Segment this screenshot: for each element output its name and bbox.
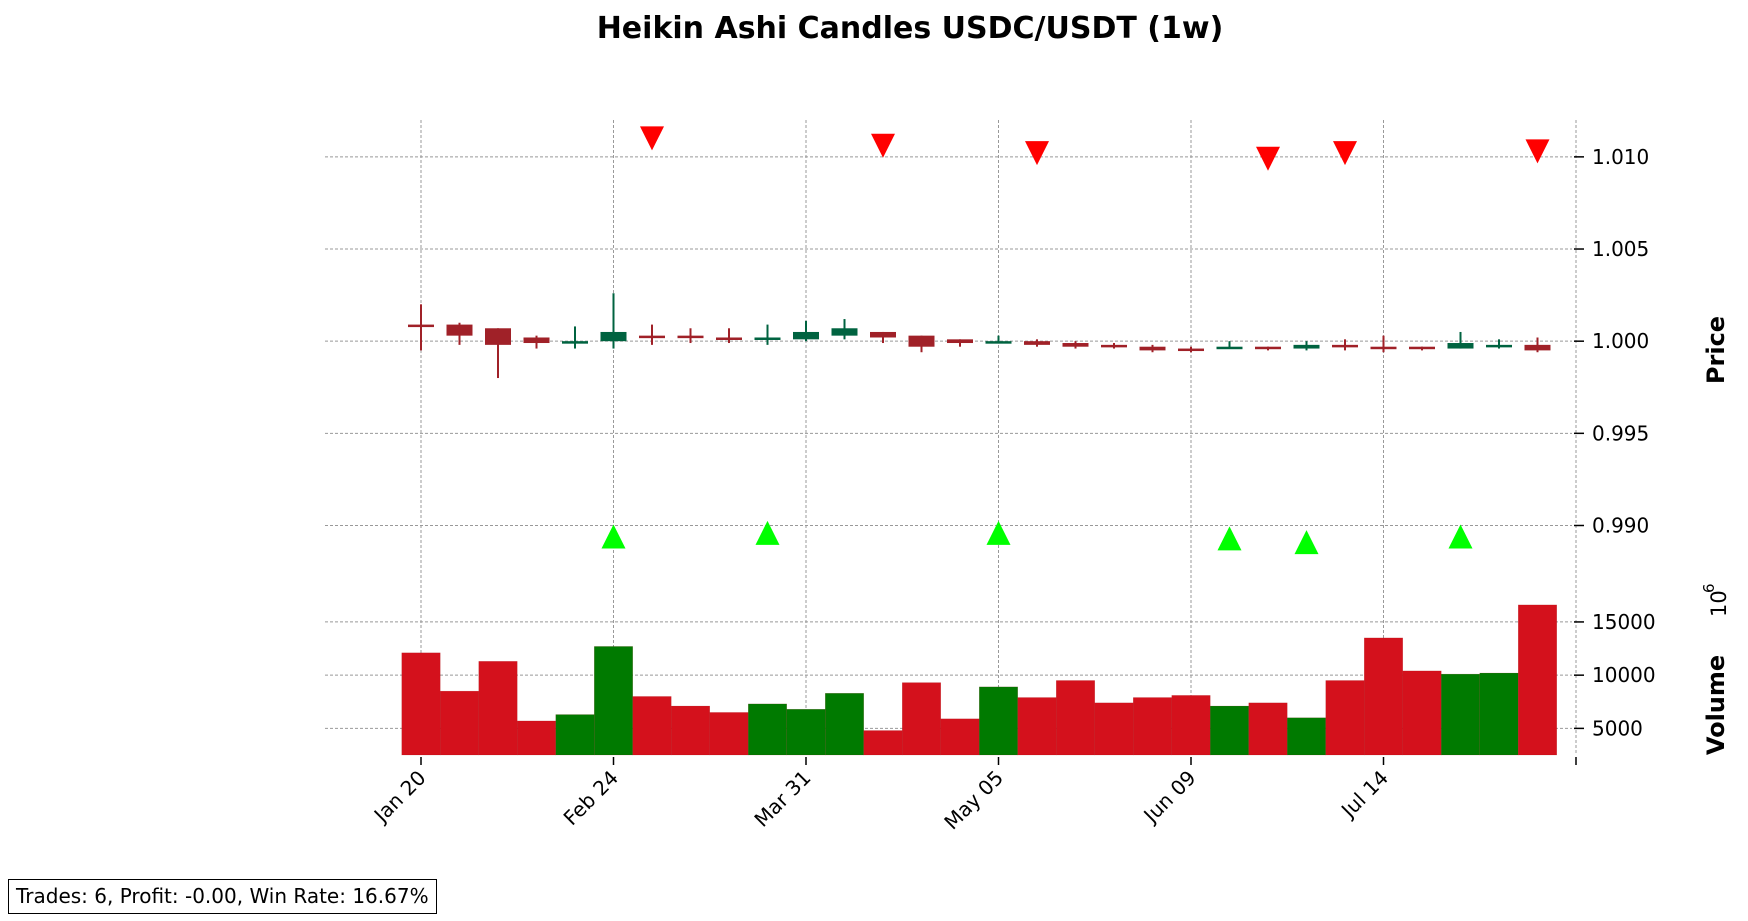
volume-bar-up: [594, 646, 633, 756]
volume-bar-up: [1479, 672, 1519, 756]
time-tick-label: May 05: [939, 766, 1008, 835]
buy-signal-marker: [601, 524, 626, 549]
chart-title: Heikin Ashi Candles USDC/USDT (1w): [597, 11, 1224, 46]
candle-body-down: [1332, 344, 1358, 348]
candle-body-up: [1293, 344, 1320, 349]
sell-signal-marker: [640, 126, 664, 151]
volume-tick-label: 5000: [1592, 716, 1643, 740]
candle-body-down: [1062, 343, 1089, 347]
sell-signal-marker: [1025, 141, 1049, 166]
price-tick-label: 1.010: [1592, 145, 1649, 169]
candle-body-up: [1216, 346, 1243, 350]
volume-bar-down: [1518, 604, 1557, 756]
volume-bar-up: [748, 703, 787, 756]
volume-bar-up: [1287, 717, 1326, 756]
buy-signal-marker: [1294, 530, 1319, 555]
volume-bars: [401, 604, 1557, 756]
volume-bar-down: [1017, 697, 1057, 756]
volume-bar-up: [979, 686, 1018, 756]
volume-multiplier-exp: 6: [1700, 583, 1718, 593]
candle-body-down: [446, 324, 473, 336]
volume-bar-up: [555, 714, 595, 756]
sell-signal-marker: [1525, 139, 1550, 164]
candle-body-down: [1370, 346, 1397, 350]
volume-bar-down: [709, 712, 749, 756]
volume-tick-label: 15000: [1592, 610, 1656, 634]
candle-body-down: [485, 328, 511, 345]
candle-body-down: [523, 337, 550, 344]
volume-bar-down: [440, 690, 479, 756]
volume-bar-down: [1325, 680, 1365, 756]
volume-bar-down: [1133, 697, 1172, 756]
candle-body-down: [947, 339, 973, 344]
volume-bar-down: [401, 652, 441, 756]
buy-signal-marker: [755, 520, 780, 545]
price-tick-label: 0.995: [1592, 421, 1649, 445]
candle-body-down: [639, 335, 665, 339]
volume-bar-up: [786, 708, 826, 756]
candle-body-up: [1486, 344, 1512, 348]
volume-bar-down: [902, 682, 941, 756]
volume-bar-down: [1094, 702, 1134, 756]
sell-signal-marker: [1333, 141, 1357, 166]
trade-signals: [601, 126, 1550, 555]
candle-body-down: [1255, 346, 1281, 350]
volume-axis-label: Volume: [1702, 655, 1730, 755]
candle-body-up: [562, 341, 588, 344]
candle-body-up: [600, 331, 627, 342]
time-tick-label: Jan 20: [368, 766, 431, 829]
volume-bar-down: [478, 661, 518, 756]
price-tick-label: 1.000: [1592, 329, 1649, 353]
price-tick-label: 0.990: [1592, 513, 1649, 537]
volume-bar-down: [671, 705, 710, 756]
candle-body-up: [985, 341, 1012, 344]
time-tick-label: Feb 24: [559, 766, 624, 831]
buy-signal-marker: [1217, 526, 1242, 551]
candle-body-down: [677, 335, 704, 339]
candle-body-up: [754, 337, 781, 340]
time-tick-label: Mar 31: [749, 766, 815, 832]
candle-body-down: [1178, 348, 1204, 352]
candle-body-up: [831, 328, 858, 336]
volume-multiplier-base: 10: [1707, 590, 1731, 617]
volume-bar-down: [1248, 702, 1288, 756]
candle-body-down: [408, 324, 434, 328]
volume-bar-down: [517, 720, 556, 756]
candle-body-down: [1524, 344, 1551, 351]
volume-tick-label: 10000: [1592, 663, 1656, 687]
volume-bar-up: [1441, 673, 1480, 756]
buy-signal-marker: [1448, 524, 1473, 549]
candle-body-down: [870, 331, 896, 338]
time-tick-label: Jul 14: [1335, 766, 1393, 824]
candle-body-down: [716, 337, 742, 340]
time-tick-label: Jun 09: [1138, 766, 1201, 829]
volume-bar-up: [1210, 705, 1249, 756]
candle-body-up: [1447, 343, 1474, 349]
candle-body-down: [1409, 346, 1435, 350]
candle-body-down: [1101, 344, 1127, 348]
candle-body-down: [1024, 341, 1050, 345]
candle-body-down: [1139, 346, 1166, 351]
candle-body-down: [908, 335, 935, 347]
volume-bar-down: [1402, 670, 1442, 756]
buy-signal-marker: [986, 520, 1011, 545]
sell-signal-marker: [871, 133, 895, 158]
volume-bar-down: [1171, 695, 1211, 756]
price-axis-label: Price: [1702, 316, 1730, 384]
candle-body-up: [793, 331, 819, 340]
volume-bar-up: [825, 693, 864, 756]
volume-bar-down: [863, 730, 903, 756]
volume-bar-down: [632, 696, 672, 756]
candles: [408, 293, 1551, 379]
volume-bar-down: [940, 718, 980, 756]
price-tick-label: 1.005: [1592, 237, 1649, 261]
trade-stats-box: Trades: 6, Profit: -0.00, Win Rate: 16.6…: [8, 879, 437, 914]
volume-bar-down: [1056, 680, 1095, 756]
volume-multiplier: 10 6: [1700, 583, 1731, 617]
sell-signal-marker: [1256, 146, 1280, 171]
volume-bar-down: [1364, 637, 1403, 756]
